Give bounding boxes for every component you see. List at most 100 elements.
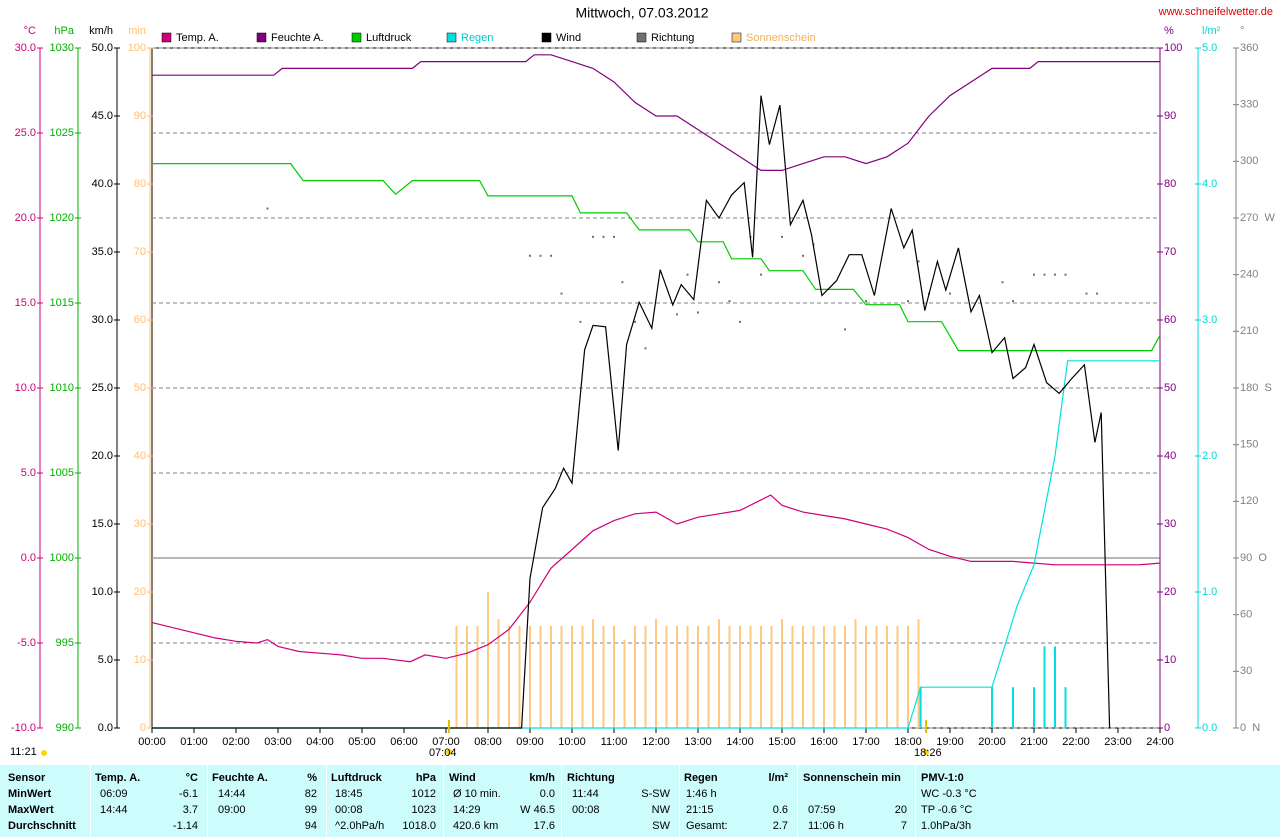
table-cell: WC -0.3 °C [921, 788, 977, 800]
y-tick-label: 10.0 [92, 586, 113, 598]
table-cell: Richtung [567, 772, 615, 784]
y-tick-label: 3.0 [1202, 314, 1217, 326]
legend-label: Luftdruck [366, 32, 412, 44]
y-tick-label: 1020 [50, 212, 74, 224]
table-cell: ^2.0hPa/h [335, 820, 385, 832]
direction-dot [802, 254, 804, 257]
y-tick-label: 330 [1240, 99, 1258, 111]
table-cell: 1018.0 [402, 820, 436, 832]
y-tick-label: 60 [1240, 609, 1252, 621]
table-cell: 06:09 [100, 788, 128, 800]
y-tick-label: 40.0 [92, 178, 113, 190]
x-tick-label: 12:00 [642, 736, 670, 748]
table-cell: l/m² [768, 772, 788, 784]
table-cell: 2.7 [772, 820, 788, 832]
sunshine-bar [518, 626, 521, 728]
table-cell: 21:15 [686, 804, 714, 816]
y-tick-label: 5.0 [21, 467, 36, 479]
y-tick-label: 120 [1240, 495, 1258, 507]
y-tick-label: 70 [134, 246, 146, 258]
direction-dot [1085, 292, 1088, 295]
y-tick-label: 90 [1164, 110, 1176, 122]
separator [443, 765, 444, 837]
axis-unit: l/m² [1202, 25, 1221, 37]
sunshine-bar [823, 626, 825, 728]
sunshine-bar [739, 626, 741, 728]
direction-dot [592, 235, 594, 238]
y-tick-label: 80 [134, 178, 146, 190]
table-cell: MinWert [8, 788, 52, 800]
legend-swatch [446, 32, 457, 43]
sunshine-bar [791, 626, 794, 728]
chart-title: Mittwoch, 07.03.2012 [575, 5, 708, 21]
direction-dot [1012, 300, 1014, 303]
sunshine-bar [812, 626, 815, 728]
y-tick-label: 0 [1164, 722, 1170, 734]
direction-dot [865, 300, 867, 303]
legend-swatch [731, 32, 742, 43]
table-cell: 99 [304, 804, 317, 816]
table-cell: 20 [894, 804, 907, 816]
table-cell: PMV-1:0 [921, 772, 964, 784]
axis-unit: min [128, 25, 146, 37]
direction-dot [634, 320, 636, 323]
sunshine-bar [907, 626, 909, 728]
x-tick-label: 07:00 [432, 736, 460, 748]
sun-icon [41, 750, 47, 756]
sunshine-bar [634, 626, 636, 728]
table-cell: Luftdruck [331, 772, 382, 784]
table-cell: hPa [415, 772, 436, 784]
separator [797, 765, 798, 837]
y-tick-label: 20.0 [15, 212, 36, 224]
table-cell: Sensor [8, 772, 46, 784]
direction-dot [550, 254, 552, 257]
table-cell: 94 [304, 820, 317, 832]
sunshine-bar [854, 619, 857, 728]
sunshine-bar [529, 626, 531, 728]
y-tick-label: -10.0 [11, 722, 36, 734]
y-tick-label: 0.0 [21, 552, 36, 564]
sunshine-bar [497, 619, 500, 728]
sunshine-bar [676, 626, 678, 728]
table-cell: 07:59 [808, 804, 836, 816]
y-tick-label: 240 [1240, 269, 1258, 281]
series-line [151, 494, 1161, 663]
rain-bar [1033, 687, 1035, 728]
chart: Mittwoch, 07.03.2012 www.schneifelwetter… [10, 5, 1275, 759]
y-tick-label: 4.0 [1202, 178, 1217, 190]
y-tick-label: 1005 [50, 467, 74, 479]
x-tick-label: 00:00 [138, 736, 166, 748]
y-tick-label: 60 [134, 314, 146, 326]
legend-swatch [636, 32, 647, 43]
sunshine-bar [539, 626, 542, 728]
y-tick-label: 1.0 [1202, 586, 1217, 598]
sunshine-bar [707, 626, 710, 728]
y-tick-label: 50.0 [92, 42, 113, 54]
y-tick-label: 20.0 [92, 450, 113, 462]
table-cell: Feuchte A. [212, 772, 268, 784]
y-tick-label: 10.0 [15, 382, 36, 394]
axis-unit: % [1164, 25, 1174, 37]
sunshine-bar [781, 619, 783, 728]
table-cell: 11:06 h [808, 820, 844, 832]
sunshine-bar [466, 626, 468, 728]
legend-swatch [541, 32, 552, 43]
x-tick-label: 10:00 [558, 736, 586, 748]
rain-bar [1012, 687, 1014, 728]
x-tick-label: 01:00 [180, 736, 208, 748]
sunshine-bar [508, 626, 510, 728]
separator [90, 765, 91, 837]
direction-dot [602, 235, 605, 238]
sunshine-bar [487, 592, 489, 728]
x-tick-label: 03:00 [264, 736, 292, 748]
axis-unit: km/h [89, 25, 113, 37]
direction-dot [1096, 292, 1098, 295]
legend-swatch [161, 32, 172, 43]
separator [207, 765, 208, 837]
table-cell: 00:08 [572, 804, 600, 816]
sunshine-bar [896, 626, 899, 728]
direction-dot [917, 260, 920, 263]
direction-dot [781, 235, 783, 238]
axis-unit: ° [1240, 25, 1244, 37]
